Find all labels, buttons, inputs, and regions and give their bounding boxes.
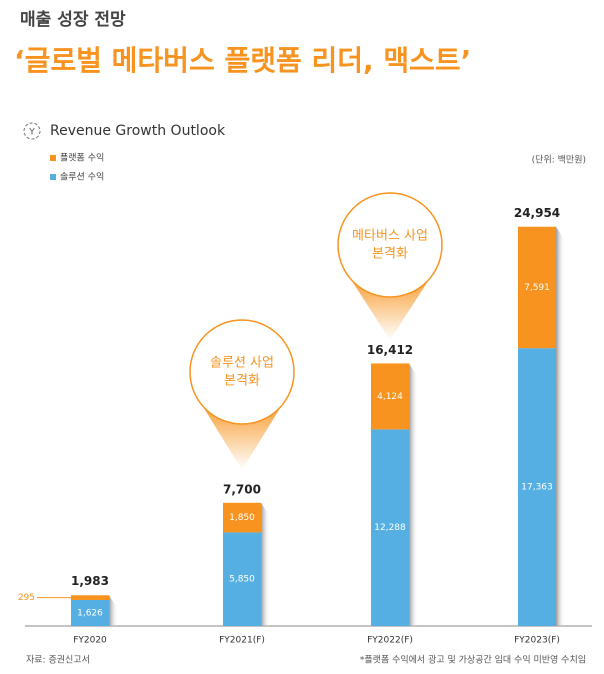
value-label: 295 — [18, 593, 35, 603]
x-tick-label: FY2021(F) — [219, 636, 265, 646]
kicker: 매출 성장 전망 — [20, 10, 126, 30]
unit-label: (단위: 백만원) — [532, 155, 586, 166]
total-label: 1,983 — [71, 574, 109, 588]
bar-segment — [223, 502, 261, 533]
bar-segment — [518, 348, 556, 626]
bar-segment — [71, 595, 109, 600]
annotation-text: 본격화 — [372, 247, 408, 262]
bar-shadow — [409, 363, 418, 626]
legend-swatch — [50, 174, 56, 180]
bar-segment — [223, 532, 261, 626]
footnote: *플랫폼 수익에서 광고 및 가상공간 임대 수익 미반영 수치임 — [360, 654, 586, 666]
bar-shadow — [109, 595, 118, 626]
value-label: 4,124 — [377, 392, 403, 402]
bar-shadow — [261, 502, 270, 626]
title-icon-glyph: Y — [28, 128, 35, 138]
bar-segment — [371, 363, 409, 430]
value-label: 12,288 — [374, 523, 406, 533]
bar-segment — [71, 599, 109, 626]
bar-segment — [518, 226, 556, 349]
annotation-text: 솔루션 사업 — [210, 356, 274, 371]
bubble — [337, 192, 443, 298]
bar-segment — [371, 429, 409, 626]
chart-title: Revenue Growth Outlook — [50, 123, 226, 139]
x-tick-label: FY2020 — [73, 636, 107, 646]
x-tick-label: FY2023(F) — [514, 636, 560, 646]
page-title: ‘글로벌 메타버스 플랫폼 리더, 맥스트’ — [14, 44, 471, 77]
value-label: 7,591 — [524, 283, 550, 293]
legend-swatch — [50, 155, 56, 161]
total-label: 16,412 — [367, 343, 413, 357]
bubble-cone — [202, 405, 282, 470]
legend-label: 솔루션 수익 — [60, 171, 104, 183]
title-icon — [23, 122, 41, 140]
annotation-text: 메타버스 사업 — [352, 229, 428, 244]
value-label: 1,850 — [229, 513, 255, 523]
annotation-text: 본격화 — [224, 374, 260, 389]
total-label: 7,700 — [223, 482, 261, 496]
bar-shadow — [556, 226, 565, 626]
source: 자료: 증권신고서 — [26, 654, 90, 666]
total-label: 24,954 — [514, 206, 560, 220]
value-label: 5,850 — [229, 575, 255, 585]
bubble — [189, 319, 295, 425]
value-label: 17,363 — [521, 483, 553, 493]
legend-label: 플랫폼 수익 — [60, 152, 104, 164]
value-label: 1,626 — [77, 608, 103, 618]
x-tick-label: FY2022(F) — [367, 636, 413, 646]
